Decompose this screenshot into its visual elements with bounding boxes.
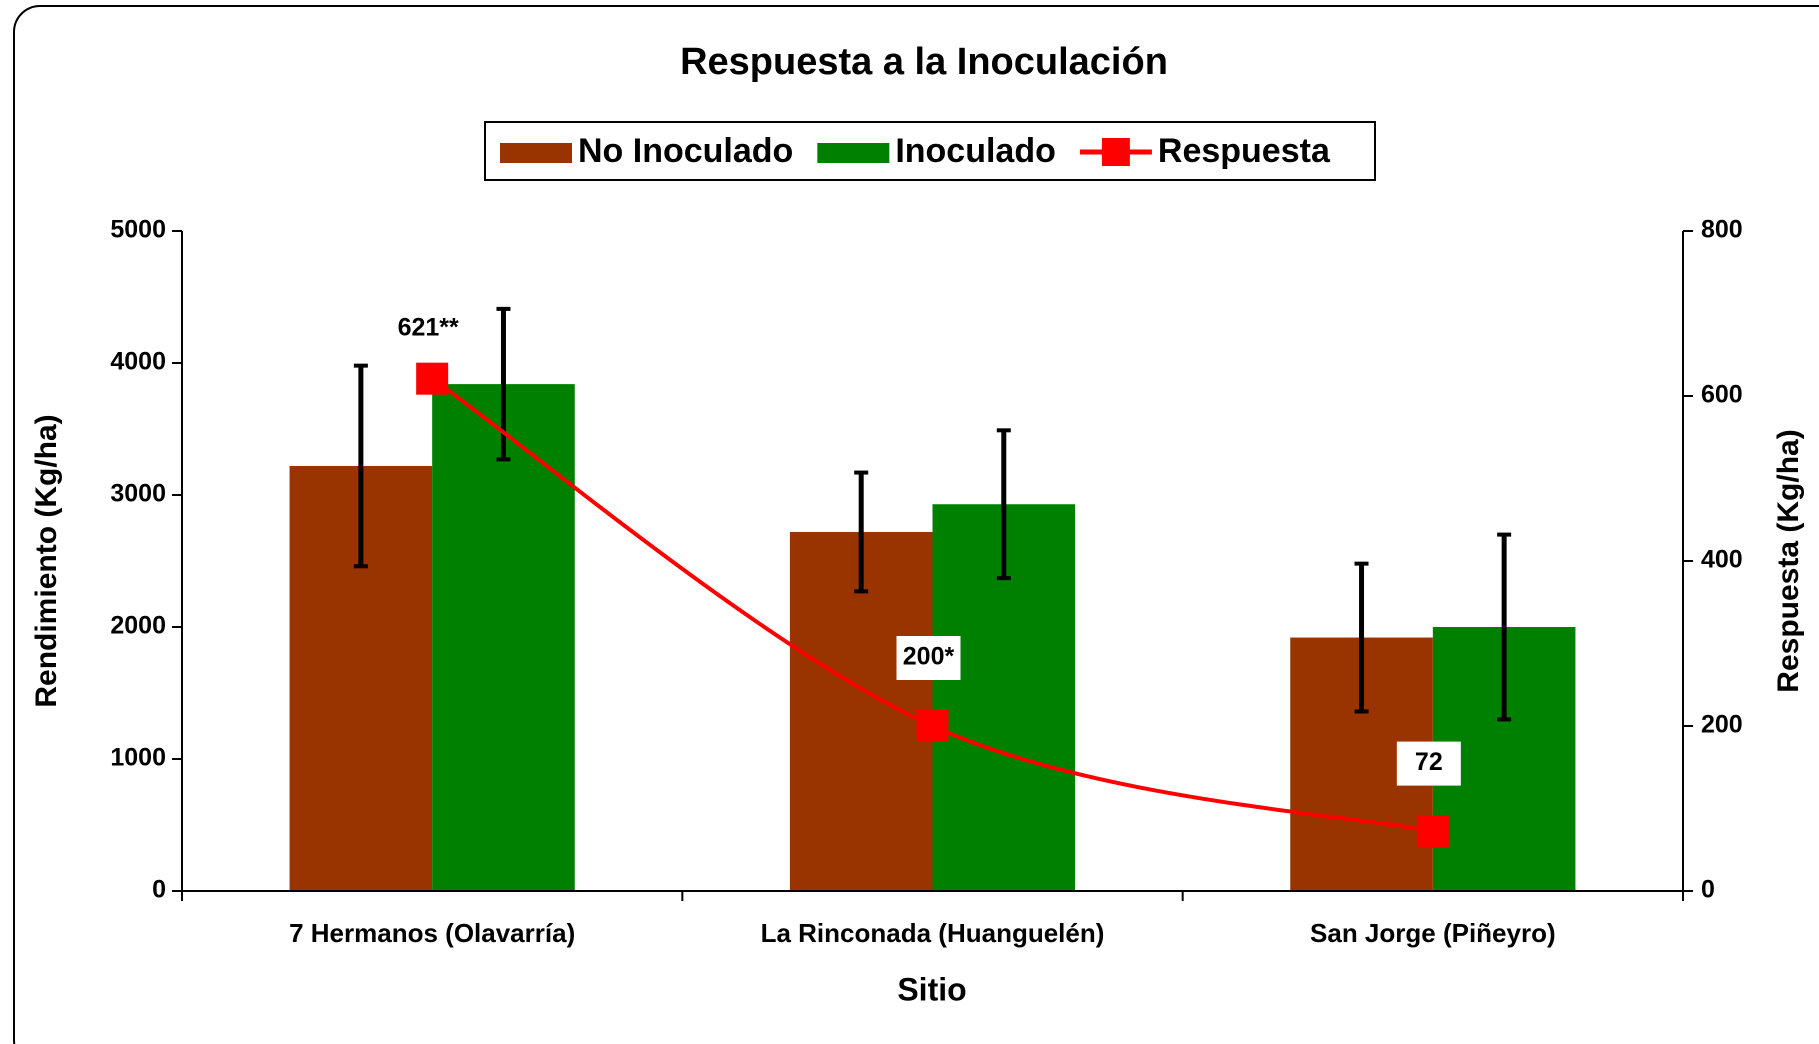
y-tick-label: 3000 [110,480,166,508]
y-tick-label: 5000 [110,216,166,244]
chart-title: Respuesta a la Inoculación [680,41,1168,83]
y2-axis-label: Respuesta (Kg/ha) [1772,429,1805,692]
y2-tick-label: 400 [1701,546,1743,574]
x-tick-label: San Jorge (Piñeyro) [1310,918,1556,948]
y-tick-label: 2000 [110,612,166,640]
x-tick-label: La Rinconada (Huanguelén) [761,918,1105,948]
line-marker [916,710,949,742]
line-marker [1416,815,1449,848]
data-label: 621** [398,313,459,341]
y2-tick-label: 800 [1701,216,1743,244]
legend-box [484,121,1376,181]
y-tick-label: 1000 [110,744,166,772]
y-tick-label: 4000 [110,348,166,376]
y-axis-label: Rendimiento (Kg/ha) [30,414,63,707]
data-label: 200* [903,643,955,671]
legend-label: Inoculado [895,132,1056,170]
data-label: 72 [1415,748,1443,776]
legend-label: No Inoculado [578,132,793,170]
line-marker [416,362,449,395]
legend-label: Respuesta [1158,132,1331,170]
data-label-bg [1396,741,1461,786]
y2-tick-label: 600 [1701,381,1743,409]
y2-tick-label: 200 [1701,711,1743,739]
legend-swatch [817,143,890,163]
data-label-bg [896,636,961,680]
y-tick-label: 0 [152,876,166,904]
x-tick-label: 7 Hermanos (Olavarría) [289,918,575,948]
x-axis-label: Sitio [897,971,966,1007]
y2-tick-label: 0 [1701,876,1715,904]
legend-swatch [500,143,572,163]
legend-swatch [1101,138,1130,166]
